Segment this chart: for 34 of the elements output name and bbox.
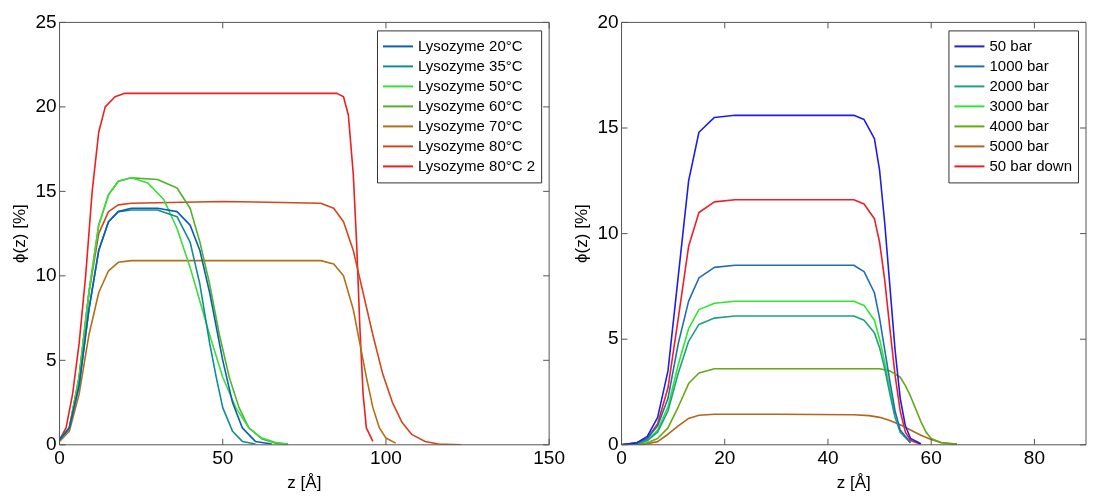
y-tick-label: 20 bbox=[35, 95, 57, 117]
y-tick-label: 20 bbox=[597, 10, 619, 32]
legend-label: Lysozyme 50°C bbox=[417, 76, 523, 94]
legend-label: Lysozyme 70°C bbox=[417, 116, 523, 134]
legend-label: 50 bar bbox=[989, 36, 1032, 54]
x-tick-label: 100 bbox=[370, 447, 402, 469]
legend-label: Lysozyme 35°C bbox=[417, 56, 523, 74]
legend-label: Lysozyme 60°C bbox=[417, 96, 523, 114]
legend-label: Lysozyme 80°C 2 bbox=[417, 156, 536, 174]
x-tick-label: 20 bbox=[714, 447, 736, 469]
y-axis-title: ϕ(z) [%] bbox=[571, 204, 591, 263]
legend-label: 50 bar down bbox=[989, 156, 1072, 174]
x-tick-label: 150 bbox=[533, 447, 565, 469]
y-axis-title: ϕ(z) [%] bbox=[9, 204, 29, 263]
legend-label: 2000 bar bbox=[989, 76, 1049, 94]
x-axis-title: z [Å] bbox=[287, 473, 322, 493]
y-tick-label: 25 bbox=[35, 10, 57, 32]
y-tick-label: 15 bbox=[35, 179, 57, 201]
y-tick-label: 5 bbox=[607, 327, 619, 349]
y-tick-label: 10 bbox=[597, 221, 619, 243]
x-tick-label: 40 bbox=[817, 447, 839, 469]
x-axis-title: z [Å] bbox=[836, 473, 871, 493]
legend-label: 3000 bar bbox=[989, 96, 1049, 114]
x-tick-label: 50 bbox=[212, 447, 234, 469]
legend-label: 4000 bar bbox=[989, 116, 1049, 134]
legend-label: Lysozyme 20°C bbox=[417, 36, 523, 54]
legend-label: Lysozyme 80°C bbox=[417, 136, 523, 154]
y-tick-label: 15 bbox=[597, 116, 619, 138]
y-tick-label: 5 bbox=[45, 348, 57, 370]
x-tick-label: 60 bbox=[920, 447, 942, 469]
legend-label: 1000 bar bbox=[989, 56, 1049, 74]
x-tick-label: 80 bbox=[1023, 447, 1045, 469]
legend-label: 5000 bar bbox=[989, 136, 1049, 154]
y-tick-label: 10 bbox=[35, 264, 57, 286]
